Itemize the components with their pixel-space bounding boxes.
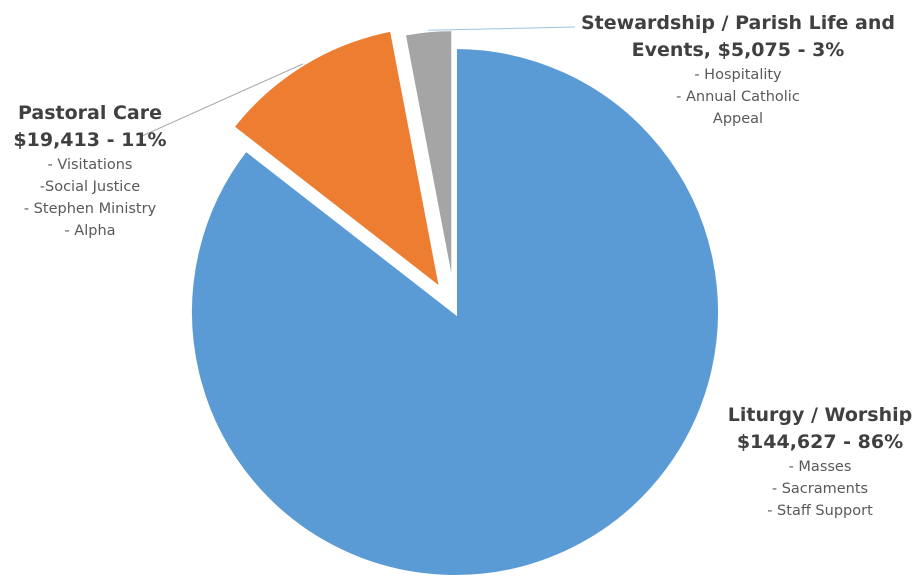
- label-liturgy: Liturgy / Worship $144,627 - 86% - Masse…: [720, 402, 920, 522]
- slice-pastoral-care: [229, 27, 445, 295]
- pastoral-item-4: - Alpha: [64, 223, 116, 239]
- liturgy-value: $144,627 - 86%: [736, 431, 904, 453]
- stewardship-item-1: - Hospitality: [694, 67, 782, 83]
- liturgy-item-1: - Masses: [788, 459, 852, 475]
- pastoral-value: $19,413 - 11%: [13, 129, 167, 151]
- leader-line-pastoral: [141, 63, 304, 137]
- liturgy-item-2: - Sacraments: [771, 481, 869, 497]
- pastoral-item-1: - Visitations: [47, 157, 133, 173]
- slice-liturgy: [188, 44, 722, 577]
- liturgy-title: Liturgy / Worship: [727, 404, 913, 426]
- pastoral-item-2: -Social Justice: [39, 179, 141, 195]
- stewardship-item-2: - Annual Catholic: [676, 89, 800, 105]
- leader-lines: [141, 26, 576, 137]
- label-pastoral-care: Pastoral Care $19,413 - 11% - Visitation…: [0, 100, 180, 242]
- label-stewardship: Stewardship / Parish Life and Events, $5…: [565, 10, 911, 130]
- pastoral-title: Pastoral Care: [17, 102, 163, 124]
- stewardship-item-3: Appeal: [712, 111, 764, 127]
- stewardship-title-line1: Stewardship / Parish Life and: [580, 12, 896, 34]
- pie-slices: [188, 27, 722, 577]
- leader-line-stewardship: [428, 26, 576, 31]
- liturgy-item-3: - Staff Support: [767, 503, 873, 519]
- pastoral-item-3: - Stephen Ministry: [23, 201, 157, 217]
- stewardship-title-line2: Events, $5,075 - 3%: [631, 39, 845, 61]
